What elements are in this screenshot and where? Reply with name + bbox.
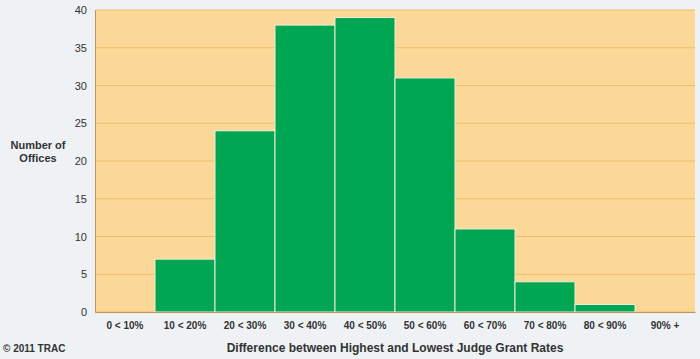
y-tick: 5: [81, 268, 95, 280]
x-tick-label: 60 < 70%: [464, 320, 507, 331]
x-tick-label: 10 < 20%: [164, 320, 207, 331]
x-tick: 40 < 50%: [344, 312, 387, 331]
y-tick-label: 0: [81, 306, 87, 318]
x-tick-label: 30 < 40%: [284, 320, 327, 331]
x-tick-label: 70 < 80%: [524, 320, 567, 331]
plot-background: [95, 10, 695, 312]
x-axis-title: Difference between Highest and Lowest Ju…: [227, 341, 564, 355]
y-tick: 15: [75, 193, 95, 205]
y-axis-title-line: Number of: [11, 139, 66, 151]
x-tick-label: 20 < 30%: [224, 320, 267, 331]
x-tick: 10 < 20%: [164, 312, 207, 331]
grid: [95, 10, 695, 312]
y-tick-label: 20: [75, 155, 87, 167]
bar: [215, 131, 275, 312]
bars: [155, 18, 635, 312]
y-tick-label: 5: [81, 268, 87, 280]
y-tick-label: 40: [75, 4, 87, 16]
bar: [455, 229, 515, 312]
x-tick-label: 80 < 90%: [584, 320, 627, 331]
y-tick: 40: [75, 4, 95, 16]
x-tick-label: 40 < 50%: [344, 320, 387, 331]
y-tick: 30: [75, 80, 95, 92]
grid-line: [95, 10, 695, 11]
bar: [395, 78, 455, 312]
chart: 0 5 10 15 20 25 30 35 40 0 < 10% 10 < 20% 20 < 30% 3…: [0, 0, 700, 359]
y-tick-label: 30: [75, 80, 87, 92]
bar: [335, 18, 395, 312]
bar: [155, 259, 215, 312]
y-tick-label: 15: [75, 193, 87, 205]
y-tick-label: 25: [75, 117, 87, 129]
y-tick: 20: [75, 155, 95, 167]
y-tick: 10: [75, 231, 95, 243]
y-tick-label: 10: [75, 231, 87, 243]
plot: 0 5 10 15 20 25 30 35 40 0 < 10% 10 < 20% 20 < 30% 3…: [75, 4, 696, 331]
bar: [575, 304, 635, 312]
y-axis: 0 5 10 15 20 25 30 35 40: [75, 4, 96, 318]
x-tick-label: 90% +: [651, 320, 680, 331]
x-tick: 0 < 10%: [107, 312, 144, 331]
x-tick: 20 < 30%: [224, 312, 267, 331]
y-tick: 0: [81, 306, 95, 318]
bar: [635, 312, 695, 313]
x-tick-label: 50 < 60%: [404, 320, 447, 331]
bar: [95, 312, 155, 313]
bar: [275, 25, 335, 312]
y-tick: 35: [75, 42, 95, 54]
y-tick: 25: [75, 117, 95, 129]
x-tick: 90% +: [651, 312, 680, 331]
x-tick: 50 < 60%: [404, 312, 447, 331]
x-tick: 60 < 70%: [464, 312, 507, 331]
y-axis-line: [95, 11, 96, 313]
x-axis: 0 < 10% 10 < 20% 20 < 30% 30 < 40% 40 < 50% 5…: [96, 312, 696, 331]
y-axis-title-line: Offices: [19, 152, 56, 164]
x-tick: 70 < 80%: [524, 312, 567, 331]
x-tick-label: 0 < 10%: [107, 320, 144, 331]
x-tick: 80 < 90%: [584, 312, 627, 331]
copyright: © 2011 TRAC: [3, 343, 65, 354]
x-tick: 30 < 40%: [284, 312, 327, 331]
y-axis-title: Number ofOffices: [11, 139, 66, 164]
x-axis-line: [96, 312, 696, 313]
bar: [515, 282, 575, 312]
y-tick-label: 35: [75, 42, 87, 54]
